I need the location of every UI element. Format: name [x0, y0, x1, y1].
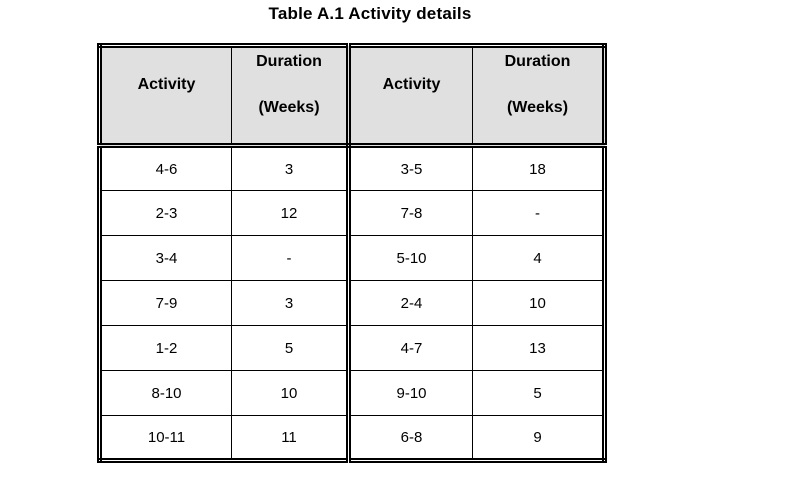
table-row: 10-11 11 6-8 9 — [99, 415, 605, 461]
table-cell: 18 — [472, 145, 605, 191]
table-cell: 2-3 — [99, 190, 232, 236]
table-row: 1-2 5 4-7 13 — [99, 325, 605, 371]
header-duration-right: Duration (Weeks) — [472, 45, 605, 148]
table-cell: 11 — [231, 415, 351, 461]
table-cell: 13 — [472, 325, 605, 371]
header-duration-left: Duration (Weeks) — [231, 45, 351, 148]
table-cell: 3-5 — [348, 145, 473, 191]
header-label-sub: (Weeks) — [506, 98, 569, 116]
table-body: 4-6 3 3-5 18 2-3 12 7-8-3-4-5-10 4 7-9 3 2-4 10 1-2 5… — [99, 145, 605, 461]
table-cell: 10 — [472, 280, 605, 326]
table-cell: 5-10 — [348, 235, 473, 281]
table-cell: 7-9 — [99, 280, 232, 326]
header-row: Activity Duration (Weeks) Activity Durat… — [99, 45, 605, 148]
header-label: Duration — [256, 52, 322, 70]
table-cell: - — [231, 235, 351, 281]
header-activity-left: Activity — [99, 45, 232, 148]
header-activity-right: Activity — [348, 45, 473, 148]
table-row: 7-9 3 2-4 10 — [99, 280, 605, 326]
table-cell: 10 — [231, 370, 351, 416]
table-row: 3-4-5-10 4 — [99, 235, 605, 281]
header-label: Duration — [504, 52, 571, 70]
table-cell: 6-8 — [348, 415, 473, 461]
header-label: Activity — [382, 75, 441, 93]
table-cell: 8-10 — [99, 370, 232, 416]
header-label: Activity — [137, 75, 196, 93]
table-cell: 2-4 — [348, 280, 473, 326]
table-cell: 4-7 — [348, 325, 473, 371]
table-cell: 3 — [231, 280, 351, 326]
table-cell: 4-6 — [99, 145, 232, 191]
table-row: 8-10 10 9-10 5 — [99, 370, 605, 416]
table-cell: 4 — [472, 235, 605, 281]
table-row: 2-3 12 7-8- — [99, 190, 605, 236]
table-cell: 5 — [231, 325, 351, 371]
table-cell: 7-8 — [348, 190, 473, 236]
activity-table: Activity Duration (Weeks) Activity Durat… — [97, 43, 607, 463]
table-cell: 3-4 — [99, 235, 232, 281]
table-cell: 10-11 — [99, 415, 232, 461]
table-caption: Table A.1 Activity details — [268, 4, 472, 23]
table-row: 4-6 3 3-5 18 — [99, 145, 605, 191]
table-cell: 12 — [231, 190, 351, 236]
table-cell: - — [472, 190, 605, 236]
table-cell: 9 — [472, 415, 605, 461]
table-cell: 5 — [472, 370, 605, 416]
header-label-sub: (Weeks) — [258, 98, 320, 116]
table-cell: 1-2 — [99, 325, 232, 371]
table-cell: 3 — [231, 145, 351, 191]
table-cell: 9-10 — [348, 370, 473, 416]
